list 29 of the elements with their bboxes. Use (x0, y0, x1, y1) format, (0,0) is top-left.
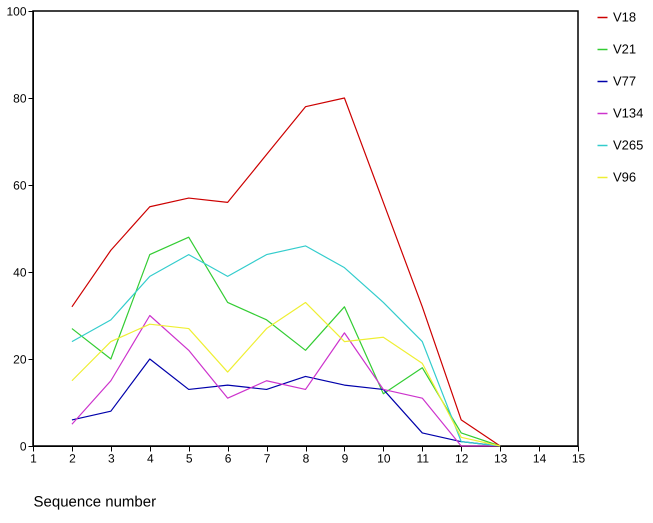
x-tick-label: 6 (224, 452, 232, 466)
legend-label: V134 (613, 106, 644, 120)
x-tick-label: 9 (342, 452, 349, 466)
x-tick-label: 4 (146, 452, 154, 466)
x-tick-label: 13 (494, 452, 508, 466)
y-tick-label: 40 (13, 266, 27, 280)
x-tick-label: 15 (572, 452, 586, 466)
y-tick-label: 100 (6, 4, 27, 18)
legend-label: V265 (613, 138, 644, 152)
legend-label: V21 (613, 42, 636, 56)
x-tick-label: 14 (532, 452, 547, 466)
x-tick-label: 2 (69, 452, 76, 466)
x-tick-label: 7 (264, 452, 271, 466)
legend-label: V18 (613, 10, 636, 24)
x-tick-label: 3 (108, 452, 116, 466)
y-tick-label: 20 (13, 352, 27, 366)
legend-label: V77 (613, 74, 636, 88)
x-tick-label: 11 (416, 452, 430, 466)
x-tick-label: 8 (302, 452, 310, 466)
legend-label: V96 (613, 170, 636, 184)
x-tick-label: 1 (30, 452, 38, 466)
y-tick-label: 60 (13, 178, 27, 192)
x-axis-title: Sequence number (34, 494, 156, 510)
y-tick-label: 0 (20, 440, 27, 454)
y-tick-label: 80 (13, 92, 27, 106)
x-tick-label: 12 (455, 452, 469, 466)
x-tick-label: 5 (186, 452, 193, 466)
line-series (71, 97, 501, 447)
x-tick-label: 10 (377, 452, 391, 466)
